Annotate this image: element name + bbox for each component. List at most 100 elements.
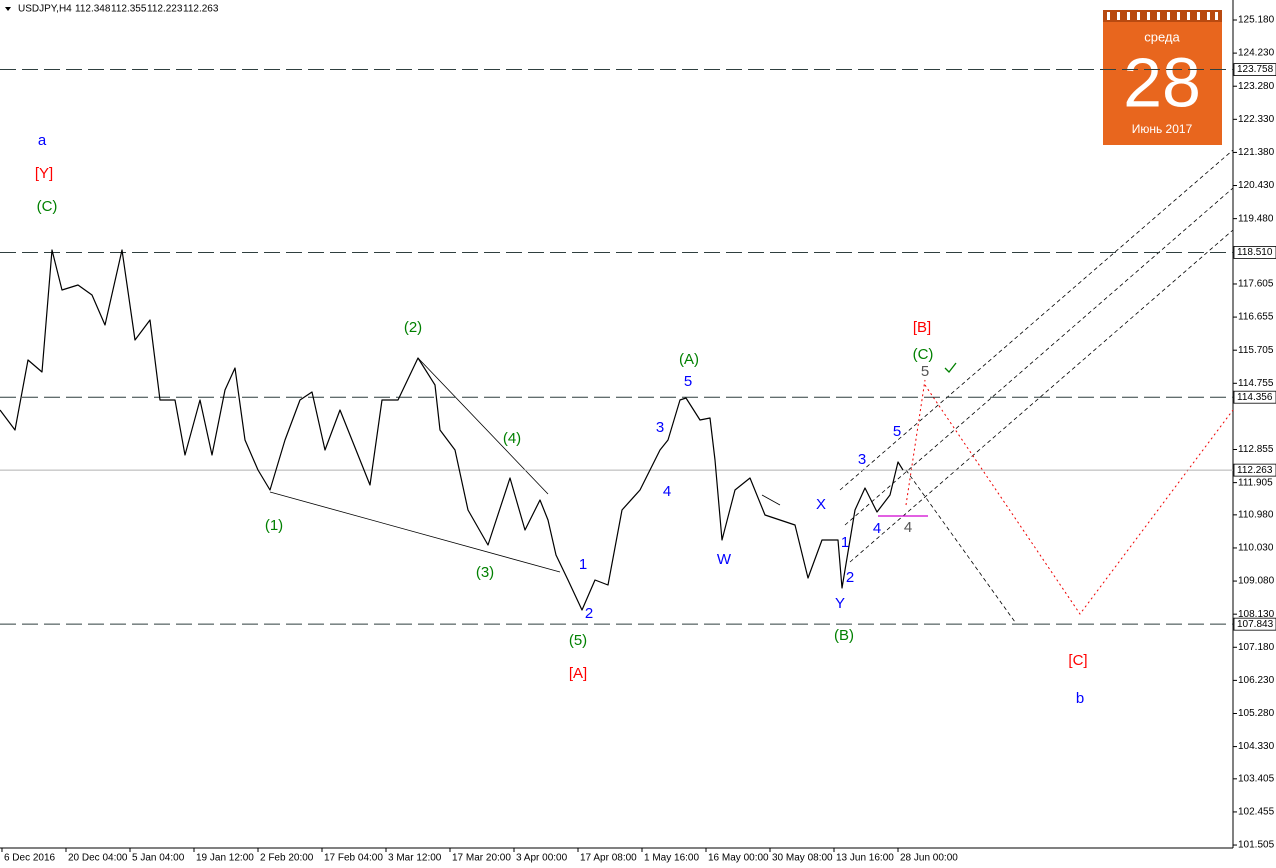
symbol: USDJPY,H4 [18, 4, 72, 15]
x-tick-label: 28 Jun 00:00 [900, 853, 958, 864]
ring [1215, 12, 1218, 20]
wave-label: (B) [834, 627, 854, 644]
wave-label: 5 [684, 373, 692, 390]
y-tick-label: 105.280 [1238, 708, 1275, 719]
x-tick-label: 3 Apr 00:00 [516, 853, 568, 864]
x-tick-label: 30 May 08:00 [772, 853, 833, 864]
y-tick-label: 120.430 [1238, 180, 1275, 191]
price-label: 112.263 [1237, 465, 1273, 476]
y-tick-label: 102.455 [1238, 807, 1275, 818]
wave-label: W [717, 551, 732, 568]
y-tick-label: 114.755 [1238, 378, 1274, 389]
y-tick-label: 110.030 [1238, 543, 1274, 554]
x-tick-label: 13 Jun 16:00 [836, 853, 894, 864]
level-box [1233, 63, 1276, 76]
projection-line [924, 384, 1234, 615]
wave-label: 4 [873, 520, 881, 537]
close-price: 112.263 [183, 4, 219, 15]
x-tick-label: 3 Mar 12:00 [388, 853, 442, 864]
x-tick-label: 19 Jan 12:00 [196, 853, 254, 864]
wave-label: 5 [921, 363, 929, 380]
ring [1177, 12, 1180, 20]
wave-label: (C) [913, 346, 934, 363]
price-line-series [0, 249, 904, 611]
x-tick-label: 17 Mar 20:00 [452, 853, 511, 864]
wave-label: [Y] [35, 165, 53, 182]
ring [1207, 12, 1210, 20]
calendar-body [1103, 10, 1222, 145]
y-tick-label: 104.330 [1238, 741, 1275, 752]
projection [905, 379, 1234, 615]
wave-label: 3 [656, 419, 664, 436]
wave-label: [C] [1068, 652, 1087, 669]
wave-label: 4 [663, 483, 671, 500]
projection-line [905, 379, 926, 506]
y-tick-label: 112.855 [1238, 444, 1274, 455]
wave-label: (5) [569, 632, 587, 649]
level-label: 114.356 [1237, 392, 1273, 403]
x-tick-label: 2 Feb 20:00 [260, 853, 314, 864]
level-label: 118.510 [1237, 247, 1273, 258]
y-tick-label: 101.505 [1238, 840, 1275, 851]
ring [1147, 12, 1150, 20]
ring [1107, 12, 1110, 20]
x-tick-label: 5 Jan 04:00 [132, 853, 185, 864]
calendar-month: Июнь 2017 [1132, 122, 1193, 136]
y-tick-label: 117.605 [1238, 279, 1274, 290]
high-price: 112.355 [111, 4, 147, 15]
open-price: 112.348 [75, 4, 111, 15]
level-label: 123.758 [1237, 64, 1274, 75]
y-tick-label: 106.230 [1238, 675, 1275, 686]
check-mark [944, 362, 957, 373]
x-tick-label: 16 May 00:00 [708, 853, 769, 864]
level-box [1233, 390, 1276, 404]
wave-label: b [1076, 690, 1084, 707]
y-tick-label: 109.080 [1238, 576, 1275, 587]
wave-label: [B] [913, 319, 931, 336]
wave-label: 2 [846, 569, 854, 586]
y-tick-label: 123.280 [1238, 81, 1275, 92]
x-tick-label: 17 Apr 08:00 [580, 853, 637, 864]
channel-line [839, 149, 1234, 491]
y-tick-label: 103.405 [1238, 773, 1275, 784]
ring [1187, 12, 1190, 20]
wave-label: 4 [904, 519, 912, 536]
calendar-day: 28 [1123, 43, 1201, 121]
wave-label: X [816, 496, 826, 513]
wave-label: (2) [404, 319, 422, 336]
low-price: 112.223 [147, 4, 183, 15]
channel-line [905, 469, 1016, 623]
level-label: 107.843 [1237, 619, 1274, 630]
wave-label: (C) [37, 198, 58, 215]
y-tick-label: 125.180 [1238, 15, 1275, 26]
x-tick-label: 1 May 16:00 [644, 853, 699, 864]
wave-label: 3 [858, 451, 866, 468]
y-tick-label: 110.980 [1238, 509, 1274, 520]
calendar-top [1103, 10, 1222, 22]
y-tick-label: 111.905 [1238, 477, 1273, 488]
wave-label: 1 [579, 556, 587, 573]
level-box [1233, 246, 1276, 259]
y-tick-label: 107.180 [1238, 642, 1275, 653]
trend-line [417, 357, 549, 495]
calendar: среда 28 Июнь 2017 [1103, 10, 1222, 145]
x-tick-label: 20 Dec 04:00 [68, 853, 128, 864]
y-tick-label: 124.230 [1238, 48, 1275, 59]
y-tick-label: 121.380 [1238, 147, 1275, 158]
price-box [1233, 463, 1276, 477]
calendar-rings [1107, 12, 1218, 20]
wave-label: a [38, 132, 47, 149]
trend-line [761, 494, 781, 506]
trend-line [269, 491, 561, 573]
ring [1117, 12, 1120, 20]
x-tick-label: 17 Feb 04:00 [324, 853, 383, 864]
wave-label: 2 [585, 605, 593, 622]
wave-label: Y [835, 595, 845, 612]
wave-label: (3) [476, 564, 494, 581]
wave-label: 5 [893, 423, 901, 440]
wave-label: 1 [841, 534, 849, 551]
ring [1197, 12, 1200, 20]
